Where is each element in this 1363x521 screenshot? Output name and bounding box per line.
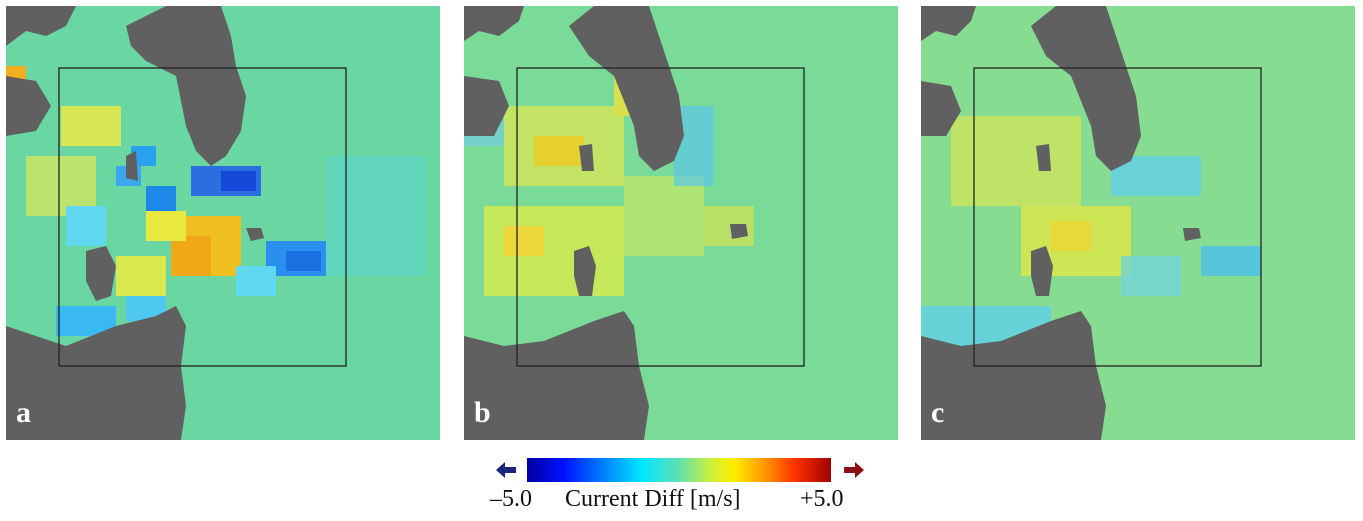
panel-label-b: b [474,396,491,429]
panel-label-c: c [931,396,945,429]
colorbar-labels: –5.0 Current Diff [m/s] +5.0 [490,486,870,514]
map-panel-c: c [921,6,1355,440]
arrow-left-icon [496,462,516,478]
arrow-right-icon [844,462,864,478]
colorbar-min-label: –5.0 [490,486,532,512]
colorbar-legend: –5.0 Current Diff [m/s] +5.0 [490,456,870,516]
colorbar-gradient [527,458,831,482]
colorbar-max-label: +5.0 [800,486,844,512]
panel-label-a: a [16,396,31,429]
current-diff-map-a [6,6,440,440]
map-panel-b: b [464,6,898,440]
colorbar-title: Current Diff [m/s] [565,486,741,512]
current-diff-map-b [464,6,898,440]
current-diff-map-c [921,6,1355,440]
map-panel-a: a [6,6,440,440]
